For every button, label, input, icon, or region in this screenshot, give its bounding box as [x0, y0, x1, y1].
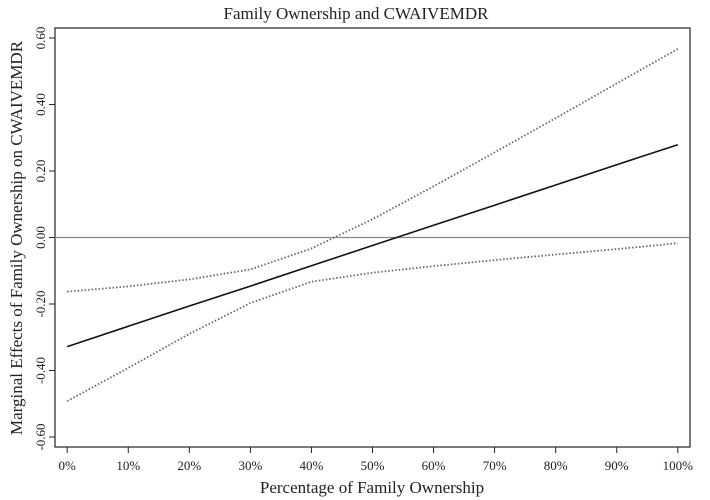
x-tick-label: 50%: [361, 458, 385, 473]
y-tick-label: 0.00: [33, 226, 48, 249]
x-tick-label: 70%: [483, 458, 507, 473]
y-tick-label: 0.40: [33, 93, 48, 116]
y-tick-label: -0.60: [33, 423, 48, 450]
x-tick-label: 100%: [663, 458, 694, 473]
marginal-effect-line: [66, 143, 679, 348]
x-tick-label: 80%: [544, 458, 568, 473]
y-axis: -0.60 -0.40 -0.20 0.00 0.20 0.40 0.60: [33, 27, 55, 451]
x-tick-label: 20%: [177, 458, 201, 473]
x-tick-label: 30%: [238, 458, 262, 473]
x-tick-label: 40%: [300, 458, 324, 473]
x-tick-label: 10%: [116, 458, 140, 473]
y-tick-label: 0.60: [33, 27, 48, 50]
upper-confidence-line: [67, 48, 679, 293]
x-tick-label: 0%: [59, 458, 77, 473]
x-axis-label: Percentage of Family Ownership: [260, 478, 484, 497]
x-tick-label: 90%: [605, 458, 629, 473]
y-tick-label: -0.40: [33, 357, 48, 384]
y-tick-label: 0.20: [33, 160, 48, 183]
x-axis: 0% 10% 20% 30% 40% 50% 60% 70% 80% 90% 100%: [59, 447, 694, 473]
chart-title: Family Ownership and CWAIVEMDR: [224, 4, 490, 23]
y-tick-label: -0.20: [33, 290, 48, 317]
y-axis-label: Marginal Effects of Family Ownership on …: [7, 40, 26, 435]
series-layer: [66, 48, 679, 402]
lower-confidence-line: [66, 242, 678, 402]
x-tick-label: 60%: [422, 458, 446, 473]
